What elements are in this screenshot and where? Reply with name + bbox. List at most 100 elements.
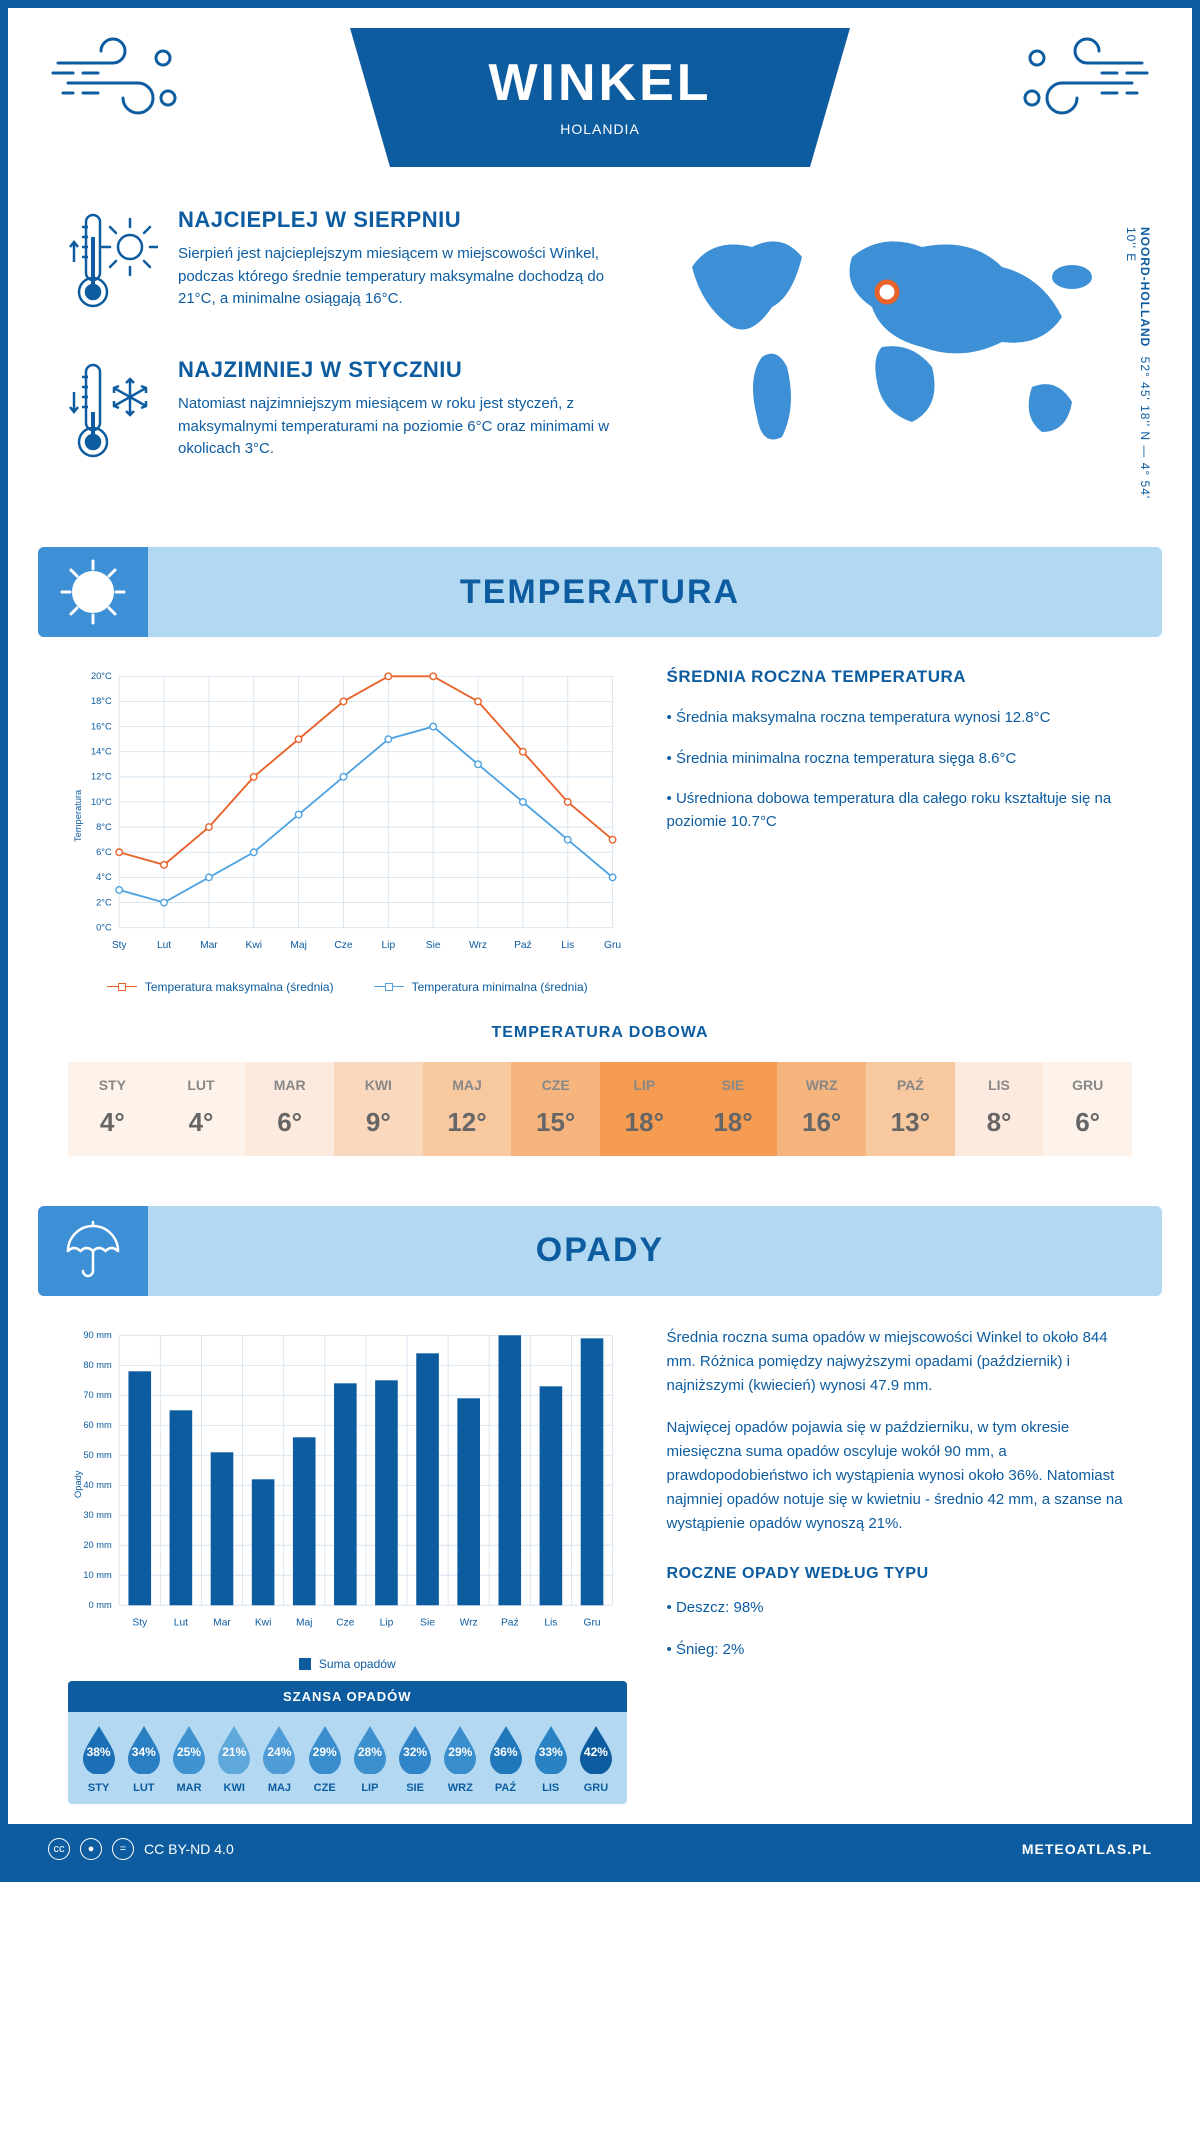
svg-text:Gru: Gru	[604, 940, 621, 951]
temperature-chart: 0°C2°C4°C6°C8°C10°C12°C14°C16°C18°C20°CS…	[68, 667, 627, 994]
umbrella-icon	[38, 1206, 148, 1296]
nd-icon: =	[112, 1838, 134, 1860]
coldest-heading: NAJZIMNIEJ W STYCZNIU	[178, 357, 612, 383]
chance-cell: 36%PAŹ	[483, 1724, 528, 1794]
svg-text:Lis: Lis	[561, 940, 574, 951]
precip-p1: Średnia roczna suma opadów w miejscowośc…	[667, 1326, 1132, 1398]
svg-text:6°C: 6°C	[96, 847, 112, 857]
daily-temp-heading: TEMPERATURA DOBOWA	[68, 1024, 1132, 1042]
location-title: WINKEL	[450, 53, 750, 113]
header: WINKEL HOLANDIA	[8, 8, 1192, 207]
chance-cell: 29%WRZ	[438, 1724, 483, 1794]
svg-text:12°C: 12°C	[91, 772, 112, 782]
chance-of-rain: SZANSA OPADÓW 38%STY34%LUT25%MAR21%KWI24…	[68, 1681, 627, 1804]
daily-cell: LIP18°	[600, 1062, 689, 1156]
svg-text:0°C: 0°C	[96, 922, 112, 932]
svg-text:10 mm: 10 mm	[83, 1570, 112, 1580]
daily-cell: CZE15°	[511, 1062, 600, 1156]
daily-cell: STY4°	[68, 1062, 157, 1156]
svg-text:Lut: Lut	[174, 1618, 188, 1629]
by-icon: ●	[80, 1838, 102, 1860]
daily-cell: LUT4°	[157, 1062, 246, 1156]
daily-cell: MAR6°	[245, 1062, 334, 1156]
svg-text:80 mm: 80 mm	[83, 1360, 112, 1370]
daily-temp-grid: STY4°LUT4°MAR6°KWI9°MAJ12°CZE15°LIP18°SI…	[68, 1062, 1132, 1156]
chance-cell: 25%MAR	[166, 1724, 211, 1794]
chance-cell: 32%SIE	[392, 1724, 437, 1794]
world-map-icon	[652, 207, 1132, 467]
coldest-block: NAJZIMNIEJ W STYCZNIU Natomiast najzimni…	[68, 357, 612, 472]
page: WINKEL HOLANDIA	[0, 0, 1200, 1882]
temp-summary-heading: ŚREDNIA ROCZNA TEMPERATURA	[667, 667, 1132, 687]
wind-icon-right	[1012, 28, 1152, 128]
daily-cell: GRU6°	[1043, 1062, 1132, 1156]
precip-type-heading: ROCZNE OPADY WEDŁUG TYPU	[667, 1561, 1132, 1587]
temp-bullet-2: • Uśredniona dobowa temperatura dla całe…	[667, 788, 1132, 833]
precipitation-title: OPADY	[536, 1231, 664, 1270]
svg-text:2°C: 2°C	[96, 897, 112, 907]
chance-cell: 34%LUT	[121, 1724, 166, 1794]
svg-text:Lut: Lut	[157, 940, 171, 951]
temperature-summary: ŚREDNIA ROCZNA TEMPERATURA • Średnia mak…	[667, 667, 1132, 994]
wind-icon-left	[48, 28, 188, 128]
chance-heading: SZANSA OPADÓW	[68, 1681, 627, 1712]
intro-section: NAJCIEPLEJ W SIERPNIU Sierpień jest najc…	[8, 207, 1192, 547]
intro-left: NAJCIEPLEJ W SIERPNIU Sierpień jest najc…	[68, 207, 612, 507]
coldest-text: NAJZIMNIEJ W STYCZNIU Natomiast najzimni…	[178, 357, 612, 472]
svg-text:Cze: Cze	[336, 1618, 354, 1629]
precip-p2: Najwięcej opadów pojawia się w październ…	[667, 1416, 1132, 1536]
svg-text:20 mm: 20 mm	[83, 1540, 112, 1550]
daily-temperature: TEMPERATURA DOBOWA STY4°LUT4°MAR6°KWI9°M…	[8, 1024, 1192, 1206]
precipitation-content: 0 mm10 mm20 mm30 mm40 mm50 mm60 mm70 mm8…	[8, 1326, 1192, 1825]
sun-icon	[38, 547, 148, 637]
svg-text:Lip: Lip	[380, 1618, 394, 1629]
svg-text:Sie: Sie	[420, 1618, 435, 1629]
svg-text:Sty: Sty	[132, 1618, 148, 1629]
svg-text:10°C: 10°C	[91, 797, 112, 807]
region-label: NOORD-HOLLAND	[1138, 227, 1152, 347]
svg-text:Lip: Lip	[381, 940, 395, 951]
legend-max: Temperatura maksymalna (średnia)	[107, 980, 334, 994]
svg-text:Wrz: Wrz	[460, 1618, 478, 1629]
svg-text:Wrz: Wrz	[469, 940, 487, 951]
precipitation-section-bar: OPADY	[38, 1206, 1162, 1296]
precipitation-chart: 0 mm10 mm20 mm30 mm40 mm50 mm60 mm70 mm8…	[68, 1326, 627, 1805]
temperature-title: TEMPERATURA	[460, 573, 740, 612]
warmest-block: NAJCIEPLEJ W SIERPNIU Sierpień jest najc…	[68, 207, 612, 322]
location-country: HOLANDIA	[450, 121, 750, 137]
chance-cell: 38%STY	[76, 1724, 121, 1794]
title-banner: WINKEL HOLANDIA	[350, 28, 850, 167]
svg-text:50 mm: 50 mm	[83, 1450, 112, 1460]
cc-icon: cc	[48, 1838, 70, 1860]
coldest-body: Natomiast najzimniejszym miesiącem w rok…	[178, 393, 612, 461]
svg-text:Lis: Lis	[544, 1618, 557, 1629]
warmest-text: NAJCIEPLEJ W SIERPNIU Sierpień jest najc…	[178, 207, 612, 322]
warmest-heading: NAJCIEPLEJ W SIERPNIU	[178, 207, 612, 233]
daily-cell: SIE18°	[689, 1062, 778, 1156]
daily-cell: WRZ16°	[777, 1062, 866, 1156]
svg-text:Paź: Paź	[501, 1618, 519, 1629]
chance-cell: 42%GRU	[573, 1724, 618, 1794]
daily-cell: PAŹ13°	[866, 1062, 955, 1156]
license-block: cc ● = CC BY-ND 4.0	[48, 1838, 234, 1860]
precip-type-1: • Śnieg: 2%	[667, 1638, 1132, 1662]
temperature-section-bar: TEMPERATURA	[38, 547, 1162, 637]
temperature-legend: Temperatura maksymalna (średnia) Tempera…	[68, 980, 627, 994]
svg-text:14°C: 14°C	[91, 747, 112, 757]
svg-text:70 mm: 70 mm	[83, 1390, 112, 1400]
daily-cell: MAJ12°	[423, 1062, 512, 1156]
svg-text:Paź: Paź	[514, 940, 532, 951]
svg-text:4°C: 4°C	[96, 872, 112, 882]
warmest-body: Sierpień jest najcieplejszym miesiącem w…	[178, 243, 612, 311]
svg-text:Opady: Opady	[73, 1470, 83, 1498]
svg-text:Maj: Maj	[290, 940, 306, 951]
svg-text:Maj: Maj	[296, 1618, 312, 1629]
svg-text:Sty: Sty	[112, 940, 128, 951]
thermometer-snow-icon	[68, 357, 158, 472]
svg-text:8°C: 8°C	[96, 822, 112, 832]
precip-type-0: • Deszcz: 98%	[667, 1596, 1132, 1620]
chance-grid: 38%STY34%LUT25%MAR21%KWI24%MAJ29%CZE28%L…	[68, 1712, 627, 1804]
temperature-content: 0°C2°C4°C6°C8°C10°C12°C14°C16°C18°C20°CS…	[8, 667, 1192, 1024]
coordinates: NOORD-HOLLAND 52° 45' 18'' N — 4° 54' 10…	[1124, 227, 1152, 507]
chance-cell: 28%LIP	[347, 1724, 392, 1794]
